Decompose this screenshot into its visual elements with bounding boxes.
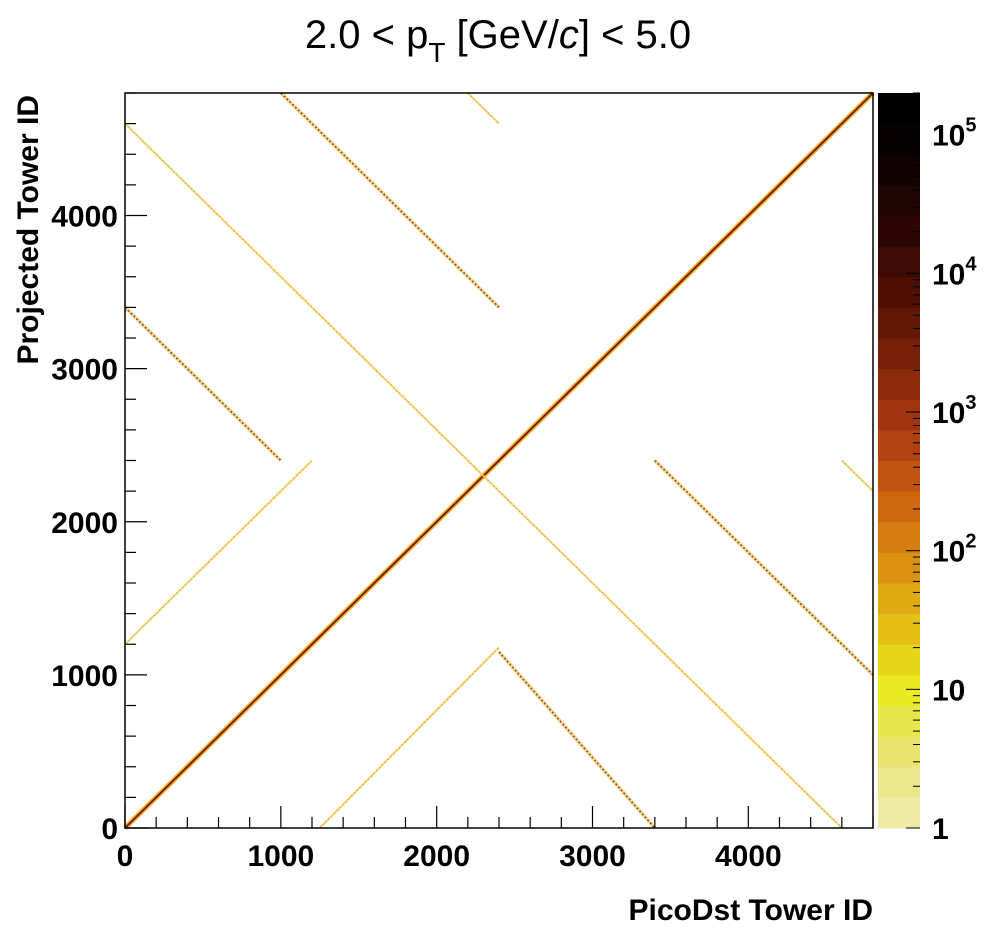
colorbar-tick-label: 10 [932, 674, 965, 707]
colorbar-tick-label: 105 [932, 115, 977, 153]
colorbar-label-exponent: 4 [965, 253, 977, 275]
colorbar [878, 92, 920, 829]
colorbar-label-base: 10 [932, 397, 965, 430]
band-anti-diagonal-long [124, 122, 843, 829]
colorbar-swatch [878, 705, 920, 737]
y-tick-label: 4000 [51, 201, 118, 234]
colorbar-swatch [878, 674, 920, 706]
y-tick-label: 0 [101, 813, 118, 846]
band-upper-left-falling [123, 305, 283, 462]
band-stroke [280, 92, 500, 308]
colorbar-swatch [878, 215, 920, 247]
axis-ticks [124, 92, 874, 829]
x-tick-label: 3000 [559, 840, 626, 873]
x-tick-label: 1000 [247, 840, 314, 873]
colorbar-swatch [878, 368, 920, 400]
band-stroke [124, 459, 313, 646]
x-tick-label: 2000 [403, 840, 470, 873]
colorbar-swatch [878, 583, 920, 615]
colorbar-label-base: 10 [932, 120, 965, 153]
colorbar-label-exponent: 5 [965, 115, 976, 137]
colorbar-label-exponent: 3 [965, 392, 976, 414]
colorbar-tick-label: 102 [932, 531, 977, 569]
band-lower-middle-falling [497, 650, 657, 830]
x-tick-label: 4000 [715, 840, 782, 873]
y-tick-labels: 0 1000 2000 3000 4000 [51, 201, 118, 847]
band-stroke [124, 123, 843, 829]
colorbar-swatch [878, 552, 920, 584]
title-italic: c [559, 13, 579, 57]
band-lower-right-rising [319, 646, 500, 829]
colorbar-swatch [878, 338, 920, 370]
colorbar-label-base: 10 [932, 674, 965, 707]
band-stroke [124, 306, 282, 462]
x-axis-label: PicoDst Tower ID [629, 894, 873, 927]
colorbar-swatch [878, 736, 920, 768]
colorbar-swatch [878, 123, 920, 155]
colorbar-swatch [878, 460, 920, 492]
title-suffix: ] < 5.0 [579, 13, 691, 57]
band-right-short [841, 459, 874, 492]
band-main-diagonal [123, 91, 875, 830]
colorbar-label-base: 10 [932, 536, 965, 569]
title-subscript: T [428, 37, 445, 68]
heatmap-bands [123, 91, 875, 830]
band-upper-middle-falling [279, 91, 501, 309]
colorbar-swatch [878, 766, 920, 798]
band-stroke [498, 651, 656, 829]
colorbar-swatch [878, 491, 920, 523]
y-axis-label: Projected Tower ID [12, 95, 45, 365]
band-stroke [124, 92, 874, 829]
chart-title: 2.0 < pT [GeV/c] < 5.0 [305, 13, 691, 68]
colorbar-swatch [878, 93, 920, 125]
x-tick-labels: 0 1000 2000 3000 4000 [117, 840, 782, 873]
band-stroke [654, 459, 874, 676]
colorbar-swatch [878, 276, 920, 308]
colorbar-label-base: 1 [932, 813, 949, 846]
y-tick-label: 2000 [51, 507, 118, 540]
colorbar-label-base: 10 [932, 258, 965, 291]
colorbar-swatch [878, 246, 920, 278]
band-top-short [467, 92, 500, 125]
band-stroke [841, 460, 874, 492]
colorbar-label-exponent: 2 [965, 531, 976, 553]
colorbar-swatch [878, 154, 920, 186]
colorbar-swatch [878, 429, 920, 461]
colorbar-swatch [878, 307, 920, 339]
band-lower-left-rising [124, 459, 313, 646]
colorbar-swatch [878, 797, 920, 829]
band-stroke [319, 647, 500, 829]
colorbar-tick-label: 104 [932, 253, 977, 291]
colorbar-tick-label: 103 [932, 392, 977, 430]
band-stroke [467, 92, 500, 124]
title-prefix: 2.0 < p [305, 13, 428, 57]
y-tick-label: 1000 [51, 660, 118, 693]
title-middle: [GeV/ [445, 13, 559, 57]
colorbar-swatch [878, 521, 920, 553]
y-tick-label: 3000 [51, 354, 118, 387]
colorbar-tick-label: 1 [932, 813, 949, 846]
band-right-falling [653, 459, 875, 677]
colorbar-swatch [878, 613, 920, 645]
plot-frame [124, 92, 874, 829]
x-tick-label: 0 [117, 840, 134, 873]
plot-area [123, 91, 875, 830]
colorbar-swatch [878, 644, 920, 676]
